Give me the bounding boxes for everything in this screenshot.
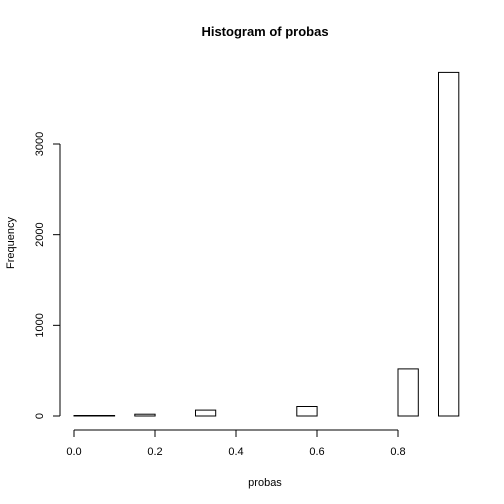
x-tick-label-0: 0.0 bbox=[66, 446, 81, 458]
y-tick-label-3: 3000 bbox=[34, 132, 46, 156]
histogram-bar-2 bbox=[134, 413, 156, 417]
y-tick-label-1: 1000 bbox=[34, 313, 46, 337]
y-axis-label: Frequency bbox=[5, 217, 17, 269]
x-axis: 0.0 0.2 0.4 0.6 0.8 bbox=[66, 429, 406, 458]
chart-title: Histogram of probas bbox=[201, 24, 328, 39]
histogram-bar-3 bbox=[195, 409, 217, 417]
histogram-bar-6 bbox=[438, 71, 460, 417]
y-axis: 0 1000 2000 3000 bbox=[34, 132, 61, 419]
y-tick-label-0: 0 bbox=[34, 413, 46, 419]
x-tick-label-1: 0.2 bbox=[147, 446, 162, 458]
x-tick-label-4: 0.8 bbox=[390, 446, 405, 458]
x-axis-label: probas bbox=[248, 477, 282, 489]
histogram-bar-4 bbox=[296, 406, 318, 417]
histogram-bar-0 bbox=[73, 415, 95, 417]
x-tick-label-3: 0.6 bbox=[309, 446, 324, 458]
y-tick-label-2: 2000 bbox=[34, 222, 46, 246]
histogram-bar-5 bbox=[397, 368, 419, 417]
x-tick-label-2: 0.4 bbox=[228, 446, 243, 458]
histogram-bar-1 bbox=[93, 415, 116, 417]
bars-group bbox=[73, 71, 460, 417]
